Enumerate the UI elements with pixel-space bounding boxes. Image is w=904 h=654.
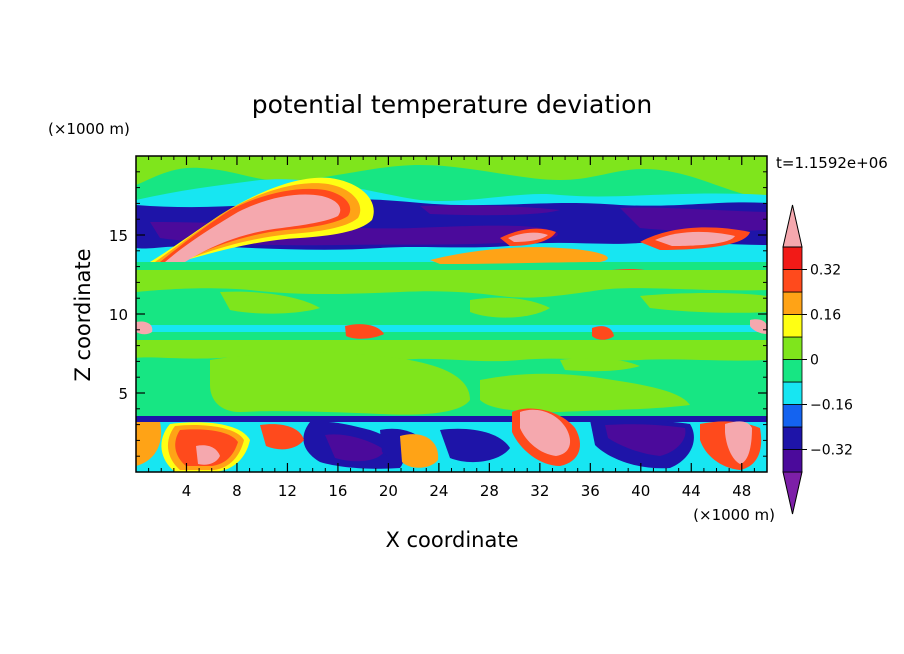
contour-patch — [210, 352, 470, 415]
x-tick-label: 44 — [682, 482, 701, 500]
colorbar-swatch — [782, 449, 803, 473]
contour-warm-pink — [165, 194, 341, 262]
contour-purple-right — [620, 207, 767, 232]
x-axis: 4 8 12 16 20 24 28 32 36 40 44 48 — [148, 156, 755, 500]
colorbar-swatch — [782, 426, 803, 450]
colorbar-tick-label: −0.32 — [810, 443, 853, 459]
y-axis-label: Z coordinate — [71, 248, 95, 381]
contour-lower-pink — [520, 409, 571, 456]
colorbar-swatch — [782, 359, 803, 383]
x-unit-label: (×1000 m) — [693, 506, 775, 524]
colorbar-swatch — [782, 291, 803, 315]
contour-blob — [655, 231, 735, 246]
contour-blob — [430, 247, 608, 264]
contour-patch — [560, 358, 640, 372]
y-tick-label: 5 — [118, 385, 128, 403]
contour-lower-pink — [725, 421, 752, 464]
contour-patch — [640, 293, 767, 313]
x-tick-label: 8 — [232, 482, 242, 500]
colorbar-tick-label: −0.16 — [810, 398, 853, 414]
contour-lower-purple — [325, 434, 385, 462]
colorbar-under-triangle — [782, 471, 803, 515]
contour-patch — [220, 291, 320, 314]
contour-blob — [508, 232, 548, 242]
colorbar-tick-label: 0.32 — [810, 263, 841, 279]
contour-blob — [136, 321, 153, 335]
x-tick-label: 36 — [581, 482, 600, 500]
colorbar-tick-label: 0.16 — [810, 308, 841, 324]
colorbar-swatch — [782, 336, 803, 360]
y-tick-label: 10 — [109, 306, 128, 324]
time-label: t=1.1592e+06 — [776, 154, 888, 172]
contour-patch — [136, 270, 767, 298]
y-axis: 5 10 15 — [109, 171, 767, 457]
contour-lower-warm — [260, 424, 304, 450]
x-tick-label: 20 — [379, 482, 398, 500]
x-tick-label: 12 — [278, 482, 297, 500]
contour-patch — [480, 373, 690, 412]
x-tick-label: 28 — [480, 482, 499, 500]
contour-field — [136, 156, 767, 472]
x-tick-label: 40 — [631, 482, 650, 500]
contour-blob — [750, 319, 767, 334]
colorbar-swatch — [782, 314, 803, 338]
x-tick-label: 48 — [732, 482, 751, 500]
contour-patch — [136, 156, 767, 200]
contour-blob — [345, 324, 384, 339]
contour-lower-purple — [605, 424, 686, 456]
contour-cyan-line — [136, 325, 767, 332]
x-axis-label: X coordinate — [385, 528, 518, 552]
contour-lower-pink — [196, 445, 220, 465]
chart-title: potential temperature deviation — [252, 90, 652, 119]
contour-patch — [470, 297, 550, 318]
contour-purple-mid — [420, 205, 560, 216]
contour-lower-blue — [440, 428, 510, 463]
x-tick-label: 16 — [328, 482, 347, 500]
colorbar-swatch — [782, 246, 803, 270]
colorbar-swatch — [782, 269, 803, 293]
colorbar: 0.32 0.16 0 −0.16 −0.32 — [782, 204, 853, 515]
x-tick-label: 24 — [429, 482, 448, 500]
x-tick-label: 4 — [182, 482, 192, 500]
x-tick-label: 32 — [530, 482, 549, 500]
contour-lower-warm — [400, 434, 439, 468]
y-unit-label: (×1000 m) — [48, 120, 130, 138]
contour-lower-warm — [136, 422, 162, 466]
colorbar-swatch — [782, 404, 803, 428]
colorbar-tick-label: 0 — [810, 353, 819, 369]
colorbar-over-triangle — [782, 204, 803, 248]
contour-lower-blue-line — [136, 416, 767, 422]
colorbar-swatch — [782, 381, 803, 405]
contour-blob — [592, 326, 614, 340]
y-tick-label: 15 — [109, 227, 128, 245]
